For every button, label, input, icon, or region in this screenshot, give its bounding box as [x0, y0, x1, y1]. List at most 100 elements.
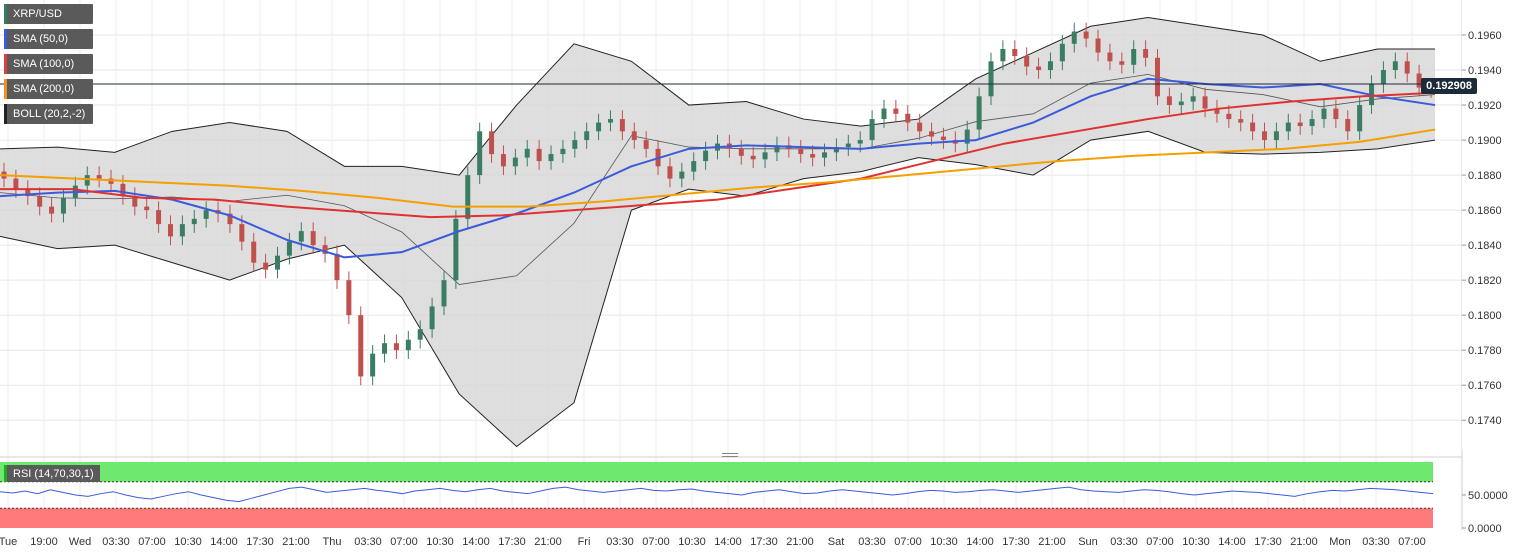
candle-body	[893, 108, 899, 114]
candle-body	[334, 253, 340, 281]
candle-body	[393, 343, 399, 351]
price-tick-label: 0.1840	[1468, 240, 1502, 252]
time-tick-label: 03:30	[1362, 536, 1390, 548]
legend-label: SMA (100,0)	[13, 58, 75, 70]
candle-body	[1404, 61, 1410, 74]
candle-body	[964, 129, 970, 144]
time-tick-label: 17:30	[498, 536, 526, 548]
candle-body	[1250, 122, 1256, 132]
candle-body	[358, 315, 364, 377]
candle-body	[429, 306, 435, 330]
candle-body	[1262, 131, 1268, 141]
candle-body	[382, 343, 388, 354]
candle-body	[370, 353, 376, 377]
candle-body	[572, 140, 578, 149]
candle-body	[156, 210, 162, 225]
candle-body	[96, 175, 102, 179]
candle-body	[988, 61, 994, 97]
pane-resize-handle[interactable]	[722, 453, 738, 459]
candle-body	[167, 224, 173, 237]
candle-body	[179, 224, 185, 237]
candle-body	[1119, 61, 1125, 65]
sma200-color-swatch	[4, 79, 7, 99]
candle-body	[738, 148, 744, 156]
candle-body	[1226, 113, 1232, 120]
candle-body	[1333, 108, 1339, 120]
candle-body	[1178, 101, 1184, 106]
time-tick-label: 14:00	[714, 536, 742, 548]
candle-body	[1285, 122, 1291, 132]
price-tick-label: 0.1740	[1468, 415, 1502, 427]
rsi-legend[interactable]: RSI (14,70,30,1)	[4, 465, 100, 482]
legend-item-sma50[interactable]: SMA (50,0)	[4, 29, 94, 49]
time-tick-label: 21:00	[534, 536, 562, 548]
candle-body	[60, 197, 66, 214]
candle-body	[619, 119, 625, 132]
legend-item-boll[interactable]: BOLL (20,2,-2)	[4, 104, 94, 124]
candle-body	[1071, 31, 1077, 44]
sma100-line	[0, 91, 1436, 219]
candle-body	[536, 148, 542, 162]
time-tick-label: Mon	[1329, 536, 1350, 548]
candle-body	[25, 189, 31, 197]
time-tick-label: 17:30	[1002, 536, 1030, 548]
sma100-color-swatch	[4, 54, 7, 74]
sma200-line	[0, 128, 1436, 208]
legend-label: SMA (200,0)	[13, 83, 75, 95]
time-tick-label: 07:00	[390, 536, 418, 548]
candle-body	[1047, 61, 1053, 71]
indicator-legend: XRP/USD SMA (50,0) SMA (100,0) SMA (200,…	[4, 4, 94, 124]
candle-body	[132, 196, 138, 207]
candle-body	[84, 175, 90, 186]
candle-body	[691, 161, 697, 172]
legend-item-sma200[interactable]: SMA (200,0)	[4, 79, 94, 99]
candle-body	[833, 147, 839, 153]
candle-body	[1238, 119, 1244, 123]
candle-body	[1190, 96, 1196, 102]
candle-body	[310, 231, 316, 246]
candle-body	[465, 175, 471, 219]
candle-body	[144, 206, 150, 211]
legend-label: BOLL (20,2,-2)	[13, 108, 86, 120]
candle-body	[405, 339, 411, 351]
legend-label: XRP/USD	[13, 8, 62, 20]
candle-body	[940, 136, 946, 141]
candle-body	[631, 131, 637, 141]
candle-body	[1107, 52, 1113, 62]
time-tick-label: 14:00	[210, 536, 238, 548]
candle-body	[976, 96, 982, 130]
legend-item-sma100[interactable]: SMA (100,0)	[4, 54, 94, 74]
candle-body	[1309, 119, 1315, 127]
candle-body	[37, 196, 43, 207]
time-tick-label: Tue	[0, 536, 17, 548]
time-tick-label: 03:30	[606, 536, 634, 548]
time-tick-label: 14:00	[966, 536, 994, 548]
time-tick-label: 10:30	[426, 536, 454, 548]
time-tick-label: 21:00	[1290, 536, 1318, 548]
candle-body	[120, 183, 126, 197]
price-tick-label: 0.1880	[1468, 170, 1502, 182]
candle-body	[857, 140, 863, 144]
time-tick-label: Fri	[578, 536, 591, 548]
candle-body	[1131, 49, 1137, 65]
time-tick-label: 19:00	[30, 536, 58, 548]
time-tick-label: 07:00	[1398, 536, 1426, 548]
candle-body	[453, 218, 459, 281]
rsi-pane: 50.0000 0.0000	[0, 462, 1508, 535]
symbol-color-swatch	[4, 4, 7, 24]
candle-body	[239, 224, 245, 242]
time-tick-label: 21:00	[282, 536, 310, 548]
time-tick-label: Sun	[1078, 536, 1098, 548]
time-axis: Tue 19:00 Wed 03:30 07:00 10:30 14:00 17:30 21:0…	[0, 536, 1426, 548]
price-tick-label: 0.1900	[1468, 135, 1502, 147]
candle-body	[489, 131, 495, 155]
moving-averages	[0, 77, 1436, 259]
legend-item-symbol[interactable]: XRP/USD	[4, 4, 94, 24]
bollinger-band	[0, 17, 1436, 448]
current-price-badge: 0.192908	[1421, 78, 1477, 94]
candle-body	[1143, 49, 1149, 58]
candle-body	[750, 155, 756, 160]
legend-label: SMA (50,0)	[13, 33, 69, 45]
candle-body	[881, 108, 887, 120]
